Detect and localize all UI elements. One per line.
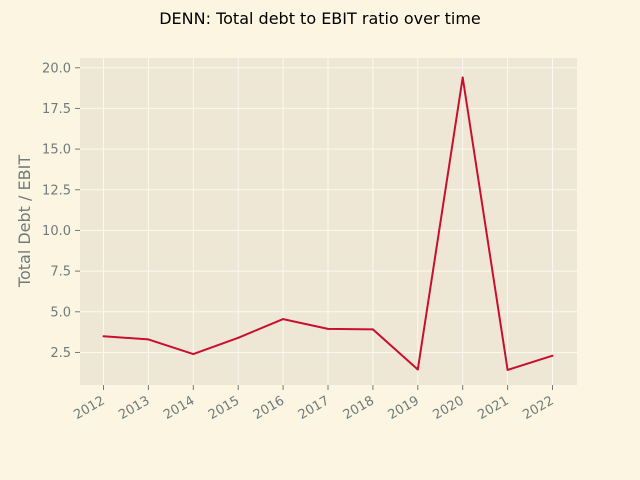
data-point <box>506 368 509 371</box>
x-tick-label: 2019 <box>386 393 422 423</box>
y-tick-label: 17.5 <box>42 102 71 117</box>
x-tick-label: 2015 <box>206 393 242 423</box>
x-tick-label: 2016 <box>251 393 287 423</box>
y-axis-ticks: 2.5 5.0 7.5 10.0 12.5 15.0 17.5 20.0 <box>42 61 80 361</box>
y-tick-label: 20.0 <box>42 61 71 76</box>
grid <box>80 58 577 385</box>
x-tick-label: 2020 <box>431 393 467 423</box>
series-layer <box>102 76 554 371</box>
data-point <box>192 353 195 356</box>
data-point <box>102 335 105 338</box>
y-axis-title: Total Debt / EBIT <box>15 155 34 288</box>
y-tick-label: 15.0 <box>42 143 71 158</box>
data-point <box>147 338 150 341</box>
data-point <box>371 328 374 331</box>
x-tick-label: 2021 <box>475 393 511 423</box>
y-tick-label: 10.0 <box>42 224 71 239</box>
y-tick-label: 2.5 <box>50 346 71 361</box>
x-tick-label: 2012 <box>71 393 107 423</box>
data-point <box>327 327 329 330</box>
data-point <box>461 76 464 79</box>
data-point <box>282 318 285 321</box>
x-tick-label: 2018 <box>341 393 377 423</box>
x-axis-ticks: 2012 2013 2014 2015 2016 2017 2018 2019 2020 2021… <box>71 385 557 423</box>
y-tick-label: 7.5 <box>50 265 71 280</box>
chart-title: DENN: Total debt to EBIT ratio over time <box>159 9 481 28</box>
data-point <box>237 336 240 339</box>
y-tick-label: 12.5 <box>42 183 71 198</box>
data-point <box>551 354 554 357</box>
data-point <box>416 368 419 371</box>
x-tick-label: 2013 <box>116 393 152 423</box>
x-tick-label: 2017 <box>296 393 332 423</box>
y-tick-label: 5.0 <box>50 305 71 320</box>
x-tick-label: 2022 <box>520 393 556 423</box>
x-tick-label: 2014 <box>161 393 197 423</box>
